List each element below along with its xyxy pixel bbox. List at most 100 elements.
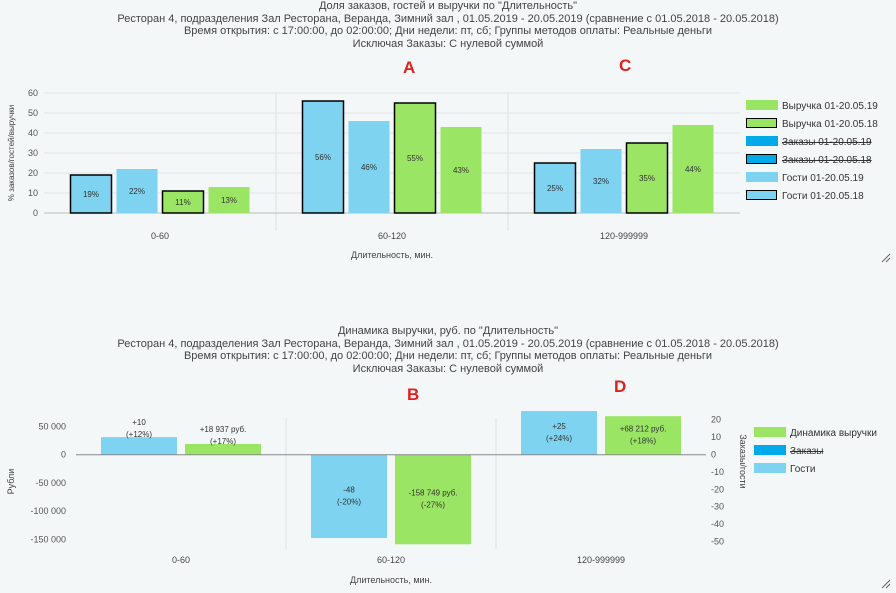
chart2-legend-item[interactable]: Гости [754,460,877,478]
chart2-bar [185,444,261,455]
chart1-data-label: 25% [547,184,563,193]
chart2-ytick-right-label: -10 [711,467,724,477]
chart1-legend-swatch [746,136,780,148]
chart1-title: Доля заказов, гостей и выручки по "Длите… [318,0,578,12]
chart2-data-label: -48 [343,485,355,494]
chart2-xtick-label: 120-999999 [577,555,625,565]
chart1-data-label: 13% [221,196,237,205]
chart1-legend-swatch [746,100,780,112]
chart2-legend-swatch [754,463,788,475]
chart2-data-label: +10 [132,418,146,427]
chart2-y-right-axis-title: Заказы/гости [738,434,748,488]
chart1-data-label: 44% [685,165,701,174]
chart1-data-label: 43% [453,166,469,175]
chart1-ytick-label: 60 [28,88,38,98]
chart1-bar [161,190,205,214]
chart2-ytick-label: 0 [61,450,66,460]
chart2-bar [101,437,177,455]
chart2-subtitle-3: Исключая Заказы: С нулевой суммой [352,362,544,375]
chart1-xtick-label: 120-999999 [600,231,648,241]
chart2-legend-item[interactable]: Динамика выручки [754,424,877,442]
chart2-ytick-label: -150 000 [30,534,66,544]
chart2-bar [311,454,387,539]
chart2-data-label-pct: (+12%) [126,430,152,439]
chart1-subtitle-3: Исключая Заказы: С нулевой суммой [352,37,544,50]
chart1-legend-item[interactable]: Выручка 01-20.05.18 [746,115,878,133]
chart1-legend-item[interactable]: Заказы 01-20.05.19 [746,133,878,151]
chart1-bar [580,149,622,213]
chart1-legend-label: Заказы 01-20.05.18 [782,154,872,166]
marker-d: D [614,377,627,396]
chart2-legend-label: Заказы [790,445,824,457]
chart2-data-label: -158 749 руб. [408,488,457,497]
chart1-ytick-label: 40 [28,128,38,138]
marker-a: A [403,58,416,77]
chart1-bar [440,127,482,213]
chart1-y-axis-title: % заказов/гостей/выручки [7,105,16,201]
chart1-legend-label: Выручка 01-20.05.19 [782,100,878,112]
chart1-ytick-label: 0 [33,208,38,218]
chart2-data-label: +68 212 руб. [620,424,667,433]
chart1-data-label: 32% [593,177,609,186]
chart1-bar [348,121,390,213]
chart2-y-axis-title: Рубли [6,469,16,495]
chart2-data-label: +18 937 руб. [200,425,247,434]
chart1-data-label: 35% [639,174,655,183]
chart2-bar [395,454,471,545]
chart1-bar [208,187,250,213]
chart1-data-label: 19% [83,190,99,199]
chart2-resize-handle[interactable] [881,579,891,589]
chart2-ytick-label: -50 000 [35,478,66,488]
chart1-legend-item[interactable]: Гости 01-20.05.19 [746,169,878,187]
chart2-data-label-pct: (+18%) [630,436,656,445]
chart2-data-label-pct: (+24%) [546,434,572,443]
chart2-legend-swatch [754,427,788,439]
chart1-legend-item[interactable]: Гости 01-20.05.18 [746,187,878,205]
chart2-x-axis-title: Длительность, мин. [350,575,432,585]
chart1-legend-label: Выручка 01-20.05.18 [782,118,878,130]
chart2-data-label-pct: (-27%) [421,500,445,509]
marker-c: C [619,56,632,75]
chart2-ytick-right-label: 0 [711,450,716,460]
chart2-ytick-right-label: -40 [711,519,724,529]
chart2-bar [605,416,681,455]
chart1-legend-swatch [746,154,780,166]
chart1-data-label: 11% [175,198,190,207]
chart1-bar [625,142,669,214]
chart2-xtick-label: 60-120 [377,555,405,565]
chart2-ytick-right-label: -50 [711,537,724,547]
chart1-data-label: 46% [361,163,377,172]
chart2-legend-item[interactable]: Заказы [754,442,877,460]
chart1-subtitle-1: Ресторан 4, подразделения Зал Ресторана,… [117,12,779,25]
chart1-title-block: Доля заказов, гостей и выручки по "Длите… [0,0,896,50]
chart2-data-label: +25 [552,422,566,431]
chart1-resize-handle[interactable] [881,253,891,263]
chart2-subtitle-1: Ресторан 4, подразделения Зал Ресторана,… [117,337,779,350]
chart2-ytick-right-label: -20 [711,484,724,494]
chart1-xtick-label: 0-60 [151,231,169,241]
chart1-bar [301,100,345,214]
chart1-ytick-label: 20 [28,168,38,178]
chart1-bar [672,125,714,213]
chart1-legend-item[interactable]: Заказы 01-20.05.18 [746,151,878,169]
chart2-title-block: Динамика выручки, руб. по "Длительность"… [0,325,896,375]
chart1-data-label: 56% [315,153,331,162]
chart1-bar [393,102,437,214]
marker-b: B [407,385,420,404]
chart1-legend-swatch [746,172,780,184]
chart1-ytick-label: 50 [28,108,38,118]
chart1-legend-swatch [746,118,780,130]
chart1-legend-label: Заказы 01-20.05.19 [782,136,872,148]
chart2-subtitle-2: Время открытия: с 17:00:00, до 02:00:00;… [183,350,713,362]
chart1-subtitle-2: Время открытия: с 17:00:00, до 02:00:00;… [183,25,713,37]
chart1-x-axis-title: Длительность, мин. [351,250,433,260]
chart2-legend: Динамика выручки Заказы Гости [754,424,877,478]
chart1-legend-label: Гости 01-20.05.19 [782,172,864,184]
chart2-xtick-label: 0-60 [172,555,190,565]
chart2-legend-label: Динамика выручки [790,427,877,439]
chart1-data-label: 55% [407,154,423,163]
chart1-legend-item[interactable]: Выручка 01-20.05.19 [746,97,878,115]
chart1-bar [533,162,577,214]
